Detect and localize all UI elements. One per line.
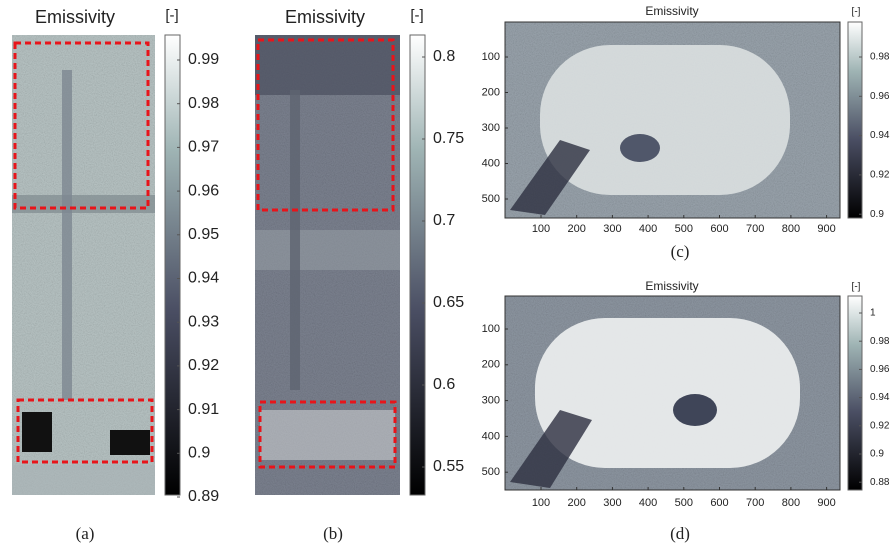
colorbar	[410, 35, 425, 495]
colorbar-unit: [-]	[852, 7, 861, 18]
colorbar-tick-label: 0.91	[188, 401, 219, 418]
x-tick-label: 700	[746, 497, 764, 509]
x-tick-label: 300	[603, 497, 621, 509]
y-tick-label: 500	[482, 466, 500, 478]
colorbar-tick-label: 0.96	[870, 364, 890, 375]
colorbar-tick-label: 0.98	[870, 52, 890, 63]
colorbar-tick-label: 0.93	[188, 313, 219, 330]
y-tick-label: 100	[482, 51, 500, 63]
x-tick-label: 900	[817, 223, 835, 235]
x-tick-label: 500	[675, 223, 693, 235]
y-tick-label: 200	[482, 359, 500, 371]
colorbar	[848, 296, 862, 490]
panel-title: Emissivity	[285, 7, 365, 27]
colorbar-tick-label: 0.9	[870, 449, 884, 460]
colorbar-tick-label: 0.97	[188, 139, 219, 156]
caption: (d)	[670, 524, 690, 543]
colorbar-tick-label: 0.92	[870, 170, 890, 181]
y-tick-label: 200	[482, 86, 500, 98]
image-a	[12, 35, 155, 495]
colorbar-tick-label: 0.94	[870, 130, 890, 141]
x-tick-label: 800	[782, 497, 800, 509]
colorbar-tick-label: 0.9	[188, 445, 210, 462]
y-tick-label: 100	[482, 323, 500, 335]
caption: (a)	[76, 524, 95, 543]
colorbar-unit: [-]	[410, 7, 423, 24]
colorbar-tick-label: 1	[870, 308, 876, 319]
x-tick-label: 100	[532, 223, 550, 235]
colorbar-tick-label: 0.92	[870, 420, 890, 431]
colorbar-tick-label: 0.75	[433, 130, 464, 147]
x-tick-label: 600	[710, 497, 728, 509]
colorbar-tick-label: 0.65	[433, 294, 464, 311]
x-tick-label: 300	[603, 223, 621, 235]
figure: Emissivity [-] 0.99 0.98 0.97 0.96 0.95 0.94 0.9…	[0, 0, 891, 551]
x-tick-label: 200	[568, 497, 586, 509]
colorbar	[848, 22, 862, 218]
caption: (b)	[323, 524, 343, 543]
y-tick-label: 400	[482, 430, 500, 442]
colorbar-tick-label: 0.96	[870, 91, 890, 102]
x-tick-label: 600	[710, 223, 728, 235]
x-tick-label: 500	[675, 497, 693, 509]
colorbar-unit: [-]	[165, 7, 178, 24]
x-tick-label: 400	[639, 223, 657, 235]
panel-title: Emissivity	[645, 279, 698, 293]
colorbar-tick-label: 0.99	[188, 51, 219, 68]
y-tick-label: 300	[482, 122, 500, 134]
y-tick-label: 300	[482, 395, 500, 407]
x-tick-label: 900	[817, 497, 835, 509]
colorbar-tick-label: 0.92	[188, 357, 219, 374]
colorbar-tick-label: 0.94	[870, 392, 890, 403]
x-tick-label: 200	[568, 223, 586, 235]
image-c	[505, 22, 840, 218]
caption: (c)	[671, 242, 690, 261]
colorbar-unit: [-]	[852, 282, 861, 293]
colorbar-tick-label: 0.6	[433, 376, 455, 393]
colorbar-tick-label: 0.96	[188, 182, 219, 199]
y-tick-label: 500	[482, 193, 500, 205]
colorbar-tick-label: 0.55	[433, 458, 464, 475]
y-tick-label: 400	[482, 157, 500, 169]
colorbar-tick-label: 0.98	[188, 95, 219, 112]
x-tick-label: 100	[532, 497, 550, 509]
colorbar-tick-label: 0.98	[870, 336, 890, 347]
colorbar-tick-label: 0.94	[188, 270, 219, 287]
x-tick-label: 400	[639, 497, 657, 509]
panel-title: Emissivity	[645, 4, 698, 18]
colorbar-tick-label: 0.8	[433, 48, 455, 65]
panel-title: Emissivity	[35, 7, 115, 27]
colorbar-tick-label: 0.88	[870, 477, 890, 488]
colorbar-tick-label: 0.95	[188, 226, 219, 243]
x-tick-label: 800	[782, 223, 800, 235]
image-d	[505, 296, 840, 490]
image-b	[255, 35, 400, 495]
colorbar-tick-label: 0.89	[188, 488, 219, 505]
colorbar-tick-label: 0.7	[433, 212, 455, 229]
colorbar-tick-label: 0.9	[870, 209, 884, 220]
x-tick-label: 700	[746, 223, 764, 235]
